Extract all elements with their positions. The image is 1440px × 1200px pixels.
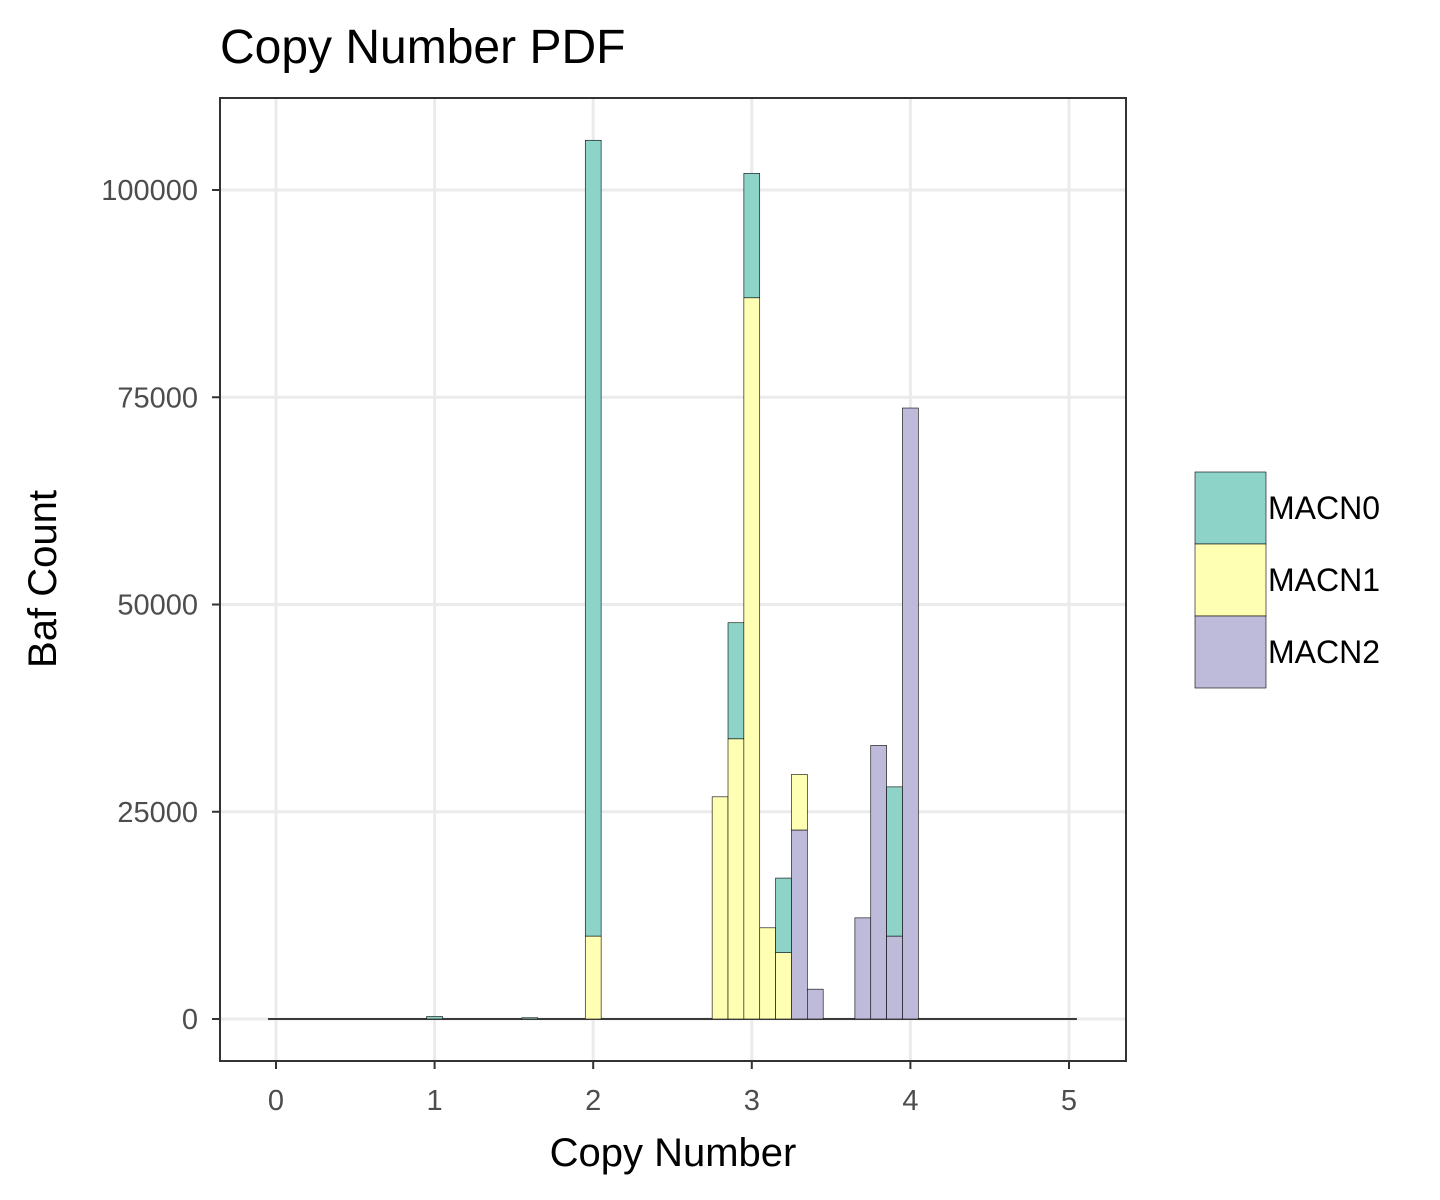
plot-panel-border	[219, 97, 1127, 1062]
x-axis-ticks: 0 1 2 3 4 5	[268, 1061, 1077, 1117]
bar-macn1-bin-29	[727, 738, 745, 1020]
x-tick-label: 3	[744, 1085, 760, 1117]
legend: MACN0 MACN1 MACN2	[1194, 471, 1380, 689]
bar-macn0-bin-30	[743, 173, 761, 299]
bar-macn2-bin-34	[807, 988, 824, 1020]
bar-macn2-bin-38	[870, 745, 887, 1020]
bar-macn0-bin-29	[727, 622, 745, 740]
chart-title: Copy Number PDF	[220, 21, 625, 74]
bar-macn2-bin-40	[902, 407, 919, 1020]
bar-macn1-bin-32	[775, 952, 792, 1020]
bar-macn1-bin-31	[759, 927, 776, 1020]
legend-label: MACN1	[1268, 562, 1380, 598]
grid	[220, 98, 1126, 1061]
bar-macn0-bin-20	[584, 139, 602, 937]
y-axis-ticks: 0 25000 50000 75000 100000	[101, 175, 220, 1036]
bar-macn1-bin-28	[711, 796, 729, 1020]
y-tick-label: 100000	[101, 175, 198, 207]
legend-label: MACN0	[1268, 490, 1380, 526]
bar-macn0-bin-10	[426, 1016, 443, 1020]
legend-key-macn2	[1194, 615, 1267, 689]
bar-macn2-bin-37	[854, 917, 872, 1020]
legend-key-macn0	[1194, 471, 1267, 545]
bar-macn0-bin-39	[886, 786, 903, 937]
x-axis-title: Copy Number	[550, 1131, 797, 1175]
y-tick-label: 0	[182, 1004, 198, 1036]
legend-item-macn0: MACN0	[1194, 471, 1380, 545]
legend-label: MACN2	[1268, 634, 1380, 670]
legend-key-macn1	[1194, 543, 1267, 617]
bar-macn0-bin-32	[775, 877, 792, 953]
y-tick-label: 75000	[117, 382, 198, 414]
x-tick-label: 0	[268, 1085, 284, 1117]
bars	[268, 139, 1077, 1020]
x-tick-label: 2	[585, 1085, 601, 1117]
x-tick-label: 4	[902, 1085, 918, 1117]
x-tick-label: 5	[1061, 1085, 1077, 1117]
bar-macn1-bin-30	[743, 297, 761, 1020]
legend-item-macn2: MACN2	[1194, 615, 1380, 689]
bar-macn1-bin-20	[584, 935, 602, 1020]
x-tick-label: 1	[427, 1085, 443, 1117]
bar-macn2-bin-39	[886, 935, 903, 1020]
y-tick-label: 25000	[117, 797, 198, 829]
bar-macn2-bin-33	[791, 829, 808, 1020]
y-axis-title: Baf Count	[21, 490, 65, 668]
legend-item-macn1: MACN1	[1194, 543, 1380, 617]
bar-macn0-bin-16	[521, 1017, 538, 1020]
y-tick-label: 50000	[117, 590, 198, 622]
bar-macn1-bin-33	[791, 774, 808, 831]
